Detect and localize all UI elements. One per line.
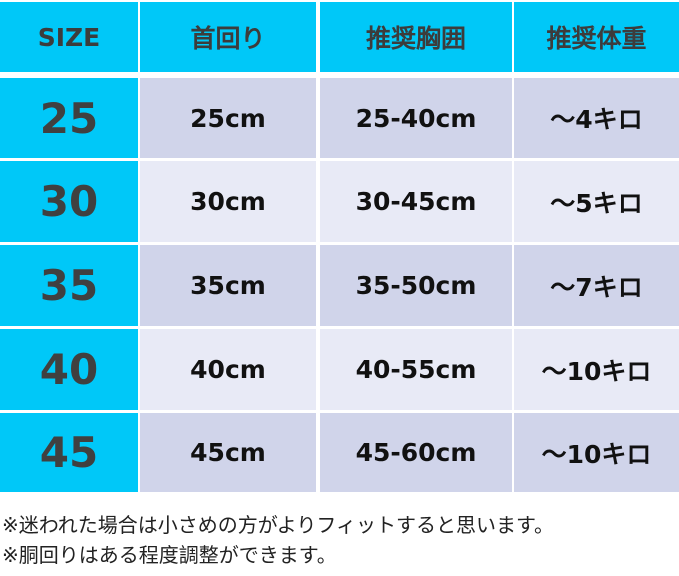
header-weight: 推奨体重 <box>514 2 679 72</box>
cell-weight: 〜10キロ <box>514 329 679 410</box>
cell-chest: 30-45cm <box>320 161 512 242</box>
cell-weight: 〜5キロ <box>514 161 679 242</box>
cell-neck: 45cm <box>140 413 316 492</box>
cell-size: 35 <box>0 245 138 326</box>
cell-size: 40 <box>0 329 138 410</box>
note-2: ※胴回りはある程度調整ができます。 <box>2 543 337 567</box>
header-neck: 首回り <box>140 2 316 72</box>
cell-chest: 40-55cm <box>320 329 512 410</box>
cell-neck: 40cm <box>140 329 316 410</box>
cell-neck: 25cm <box>140 78 316 158</box>
notes: ※迷われた場合は小さめの方がよりフィットすると思います。 ※胴回りはある程度調整… <box>2 510 554 570</box>
cell-neck: 35cm <box>140 245 316 326</box>
header-size: SIZE <box>0 2 138 72</box>
cell-weight: 〜7キロ <box>514 245 679 326</box>
cell-size: 45 <box>0 413 138 492</box>
cell-weight: 〜4キロ <box>514 78 679 158</box>
cell-chest: 35-50cm <box>320 245 512 326</box>
cell-chest: 45-60cm <box>320 413 512 492</box>
note-1: ※迷われた場合は小さめの方がよりフィットすると思います。 <box>2 513 554 537</box>
cell-chest: 25-40cm <box>320 78 512 158</box>
header-chest: 推奨胸囲 <box>320 2 512 72</box>
cell-size: 25 <box>0 78 138 158</box>
cell-size: 30 <box>0 161 138 242</box>
cell-weight: 〜10キロ <box>514 413 679 492</box>
cell-neck: 30cm <box>140 161 316 242</box>
